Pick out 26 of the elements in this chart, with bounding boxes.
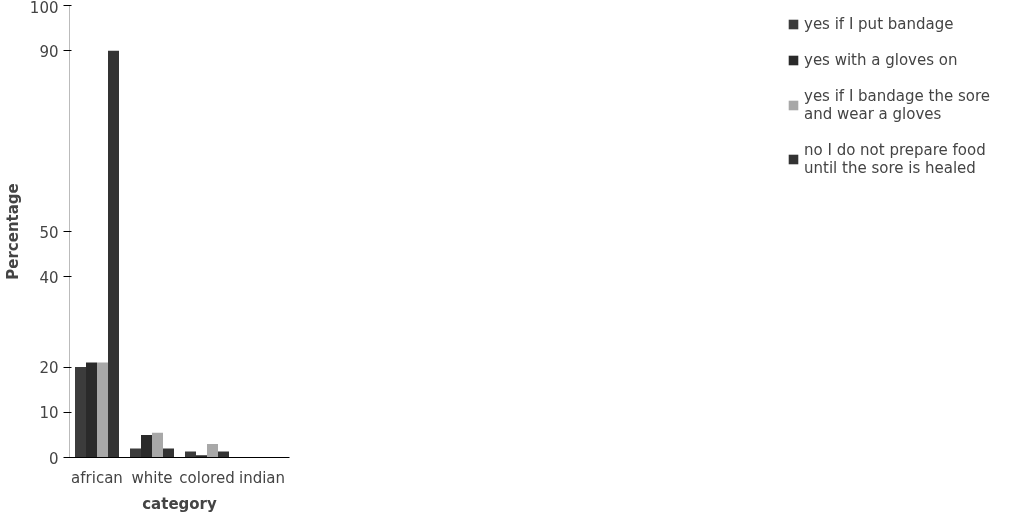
x-tick-label: colored bbox=[179, 468, 235, 487]
y-tick-label: 10 bbox=[39, 404, 59, 423]
y-tick-label: 20 bbox=[39, 359, 59, 378]
legend-label: yes with a gloves on bbox=[804, 51, 958, 69]
y-tick-label: 0 bbox=[48, 449, 59, 468]
legend-label: yes if I bandage the sore and wear a gloves bbox=[804, 87, 990, 123]
bar bbox=[108, 50, 119, 458]
x-tick-label: indian bbox=[238, 468, 286, 487]
y-tick-label: 100 bbox=[29, 0, 59, 17]
bar bbox=[163, 448, 174, 458]
y-tick-label: 50 bbox=[39, 223, 59, 242]
y-axis-title: Percentage bbox=[3, 183, 22, 280]
bar bbox=[75, 367, 86, 458]
bar bbox=[152, 432, 163, 458]
y-tick-label: 40 bbox=[39, 268, 59, 287]
bar bbox=[86, 362, 97, 458]
x-axis-title: category bbox=[142, 494, 218, 513]
y-tick-label: 90 bbox=[39, 42, 59, 61]
legend-label: yes if I put bandage bbox=[804, 15, 954, 33]
bar bbox=[97, 362, 108, 458]
x-tick-label: african bbox=[71, 468, 123, 487]
bar bbox=[130, 448, 141, 458]
bar bbox=[207, 443, 218, 458]
bar bbox=[141, 434, 152, 458]
x-tick-label: white bbox=[131, 468, 173, 487]
legend-label: no I do not prepare food until the sore is healed bbox=[804, 141, 986, 177]
